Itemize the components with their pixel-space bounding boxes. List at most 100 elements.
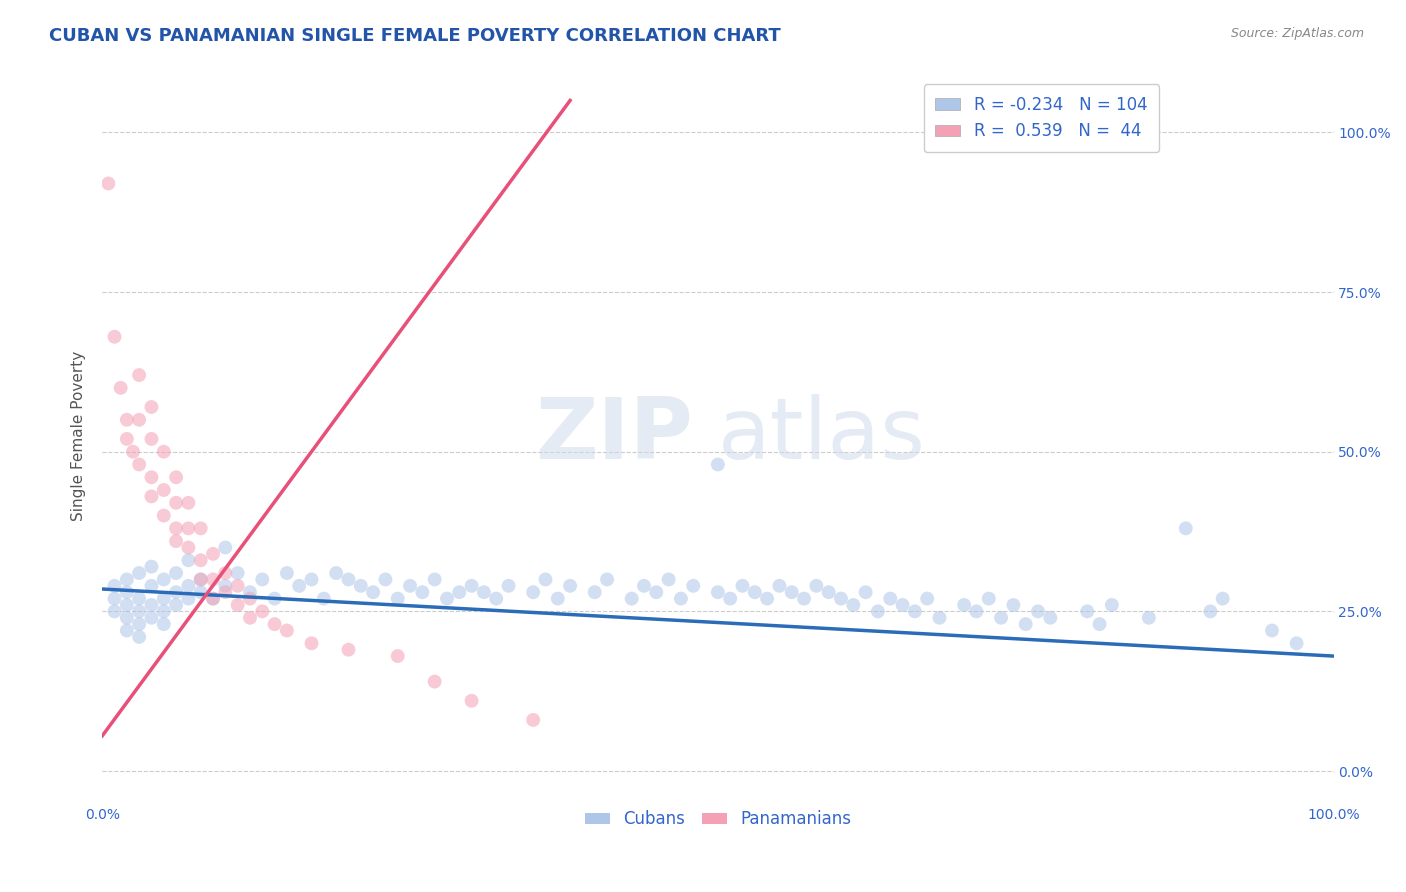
Point [115, 573, 138, 587]
Point [374, 573, 396, 587]
Text: CUBAN VS PANAMANIAN SINGLE FEMALE POVERTY CORRELATION CHART: CUBAN VS PANAMANIAN SINGLE FEMALE POVERT… [49, 27, 780, 45]
Point [190, 585, 212, 599]
Point [1199, 604, 1222, 618]
Point [1015, 617, 1038, 632]
Point [226, 579, 249, 593]
Point [768, 579, 790, 593]
Point [97, 177, 120, 191]
Point [202, 547, 225, 561]
Point [177, 521, 200, 535]
Point [436, 591, 458, 606]
Point [472, 585, 495, 599]
Point [190, 553, 212, 567]
Point [387, 649, 409, 664]
Point [276, 566, 298, 580]
Point [128, 458, 150, 472]
Point [190, 521, 212, 535]
Point [110, 381, 132, 395]
Text: Source: ZipAtlas.com: Source: ZipAtlas.com [1230, 27, 1364, 40]
Point [1285, 636, 1308, 650]
Point [879, 591, 901, 606]
Point [817, 585, 839, 599]
Point [915, 591, 938, 606]
Point [190, 573, 212, 587]
Point [276, 624, 298, 638]
Point [177, 553, 200, 567]
Point [866, 604, 889, 618]
Point [301, 636, 323, 650]
Point [152, 444, 174, 458]
Point [214, 585, 236, 599]
Point [855, 585, 877, 599]
Point [226, 566, 249, 580]
Point [214, 541, 236, 555]
Point [337, 573, 360, 587]
Point [202, 591, 225, 606]
Point [115, 598, 138, 612]
Point [103, 579, 125, 593]
Point [128, 566, 150, 580]
Point [141, 611, 163, 625]
Point [202, 591, 225, 606]
Point [977, 591, 1000, 606]
Point [214, 579, 236, 593]
Y-axis label: Single Female Poverty: Single Female Poverty [72, 351, 86, 521]
Point [152, 508, 174, 523]
Point [891, 598, 914, 612]
Point [152, 604, 174, 618]
Point [190, 573, 212, 587]
Point [990, 611, 1012, 625]
Point [165, 585, 187, 599]
Point [152, 591, 174, 606]
Point [596, 573, 619, 587]
Point [361, 585, 384, 599]
Point [103, 591, 125, 606]
Point [141, 400, 163, 414]
Point [177, 496, 200, 510]
Point [1174, 521, 1197, 535]
Point [707, 458, 730, 472]
Point [165, 598, 187, 612]
Point [731, 579, 754, 593]
Point [128, 630, 150, 644]
Point [122, 444, 145, 458]
Point [1076, 604, 1098, 618]
Point [793, 591, 815, 606]
Point [498, 579, 520, 593]
Point [534, 573, 557, 587]
Point [1088, 617, 1111, 632]
Point [226, 598, 249, 612]
Point [103, 604, 125, 618]
Point [1137, 611, 1160, 625]
Point [928, 611, 950, 625]
Point [707, 585, 730, 599]
Point [522, 585, 544, 599]
Point [620, 591, 643, 606]
Point [645, 585, 668, 599]
Point [165, 521, 187, 535]
Point [744, 585, 766, 599]
Point [718, 591, 741, 606]
Point [350, 579, 373, 593]
Point [633, 579, 655, 593]
Point [1039, 611, 1062, 625]
Point [485, 591, 508, 606]
Legend: Cubans, Panamanians: Cubans, Panamanians [578, 804, 858, 835]
Text: atlas: atlas [718, 394, 927, 477]
Point [1002, 598, 1025, 612]
Point [842, 598, 865, 612]
Point [239, 585, 262, 599]
Point [301, 573, 323, 587]
Point [1212, 591, 1234, 606]
Point [288, 579, 311, 593]
Point [387, 591, 409, 606]
Point [165, 566, 187, 580]
Point [165, 534, 187, 549]
Point [115, 585, 138, 599]
Point [449, 585, 471, 599]
Point [128, 604, 150, 618]
Text: ZIP: ZIP [536, 394, 693, 477]
Point [669, 591, 692, 606]
Point [128, 368, 150, 382]
Point [239, 611, 262, 625]
